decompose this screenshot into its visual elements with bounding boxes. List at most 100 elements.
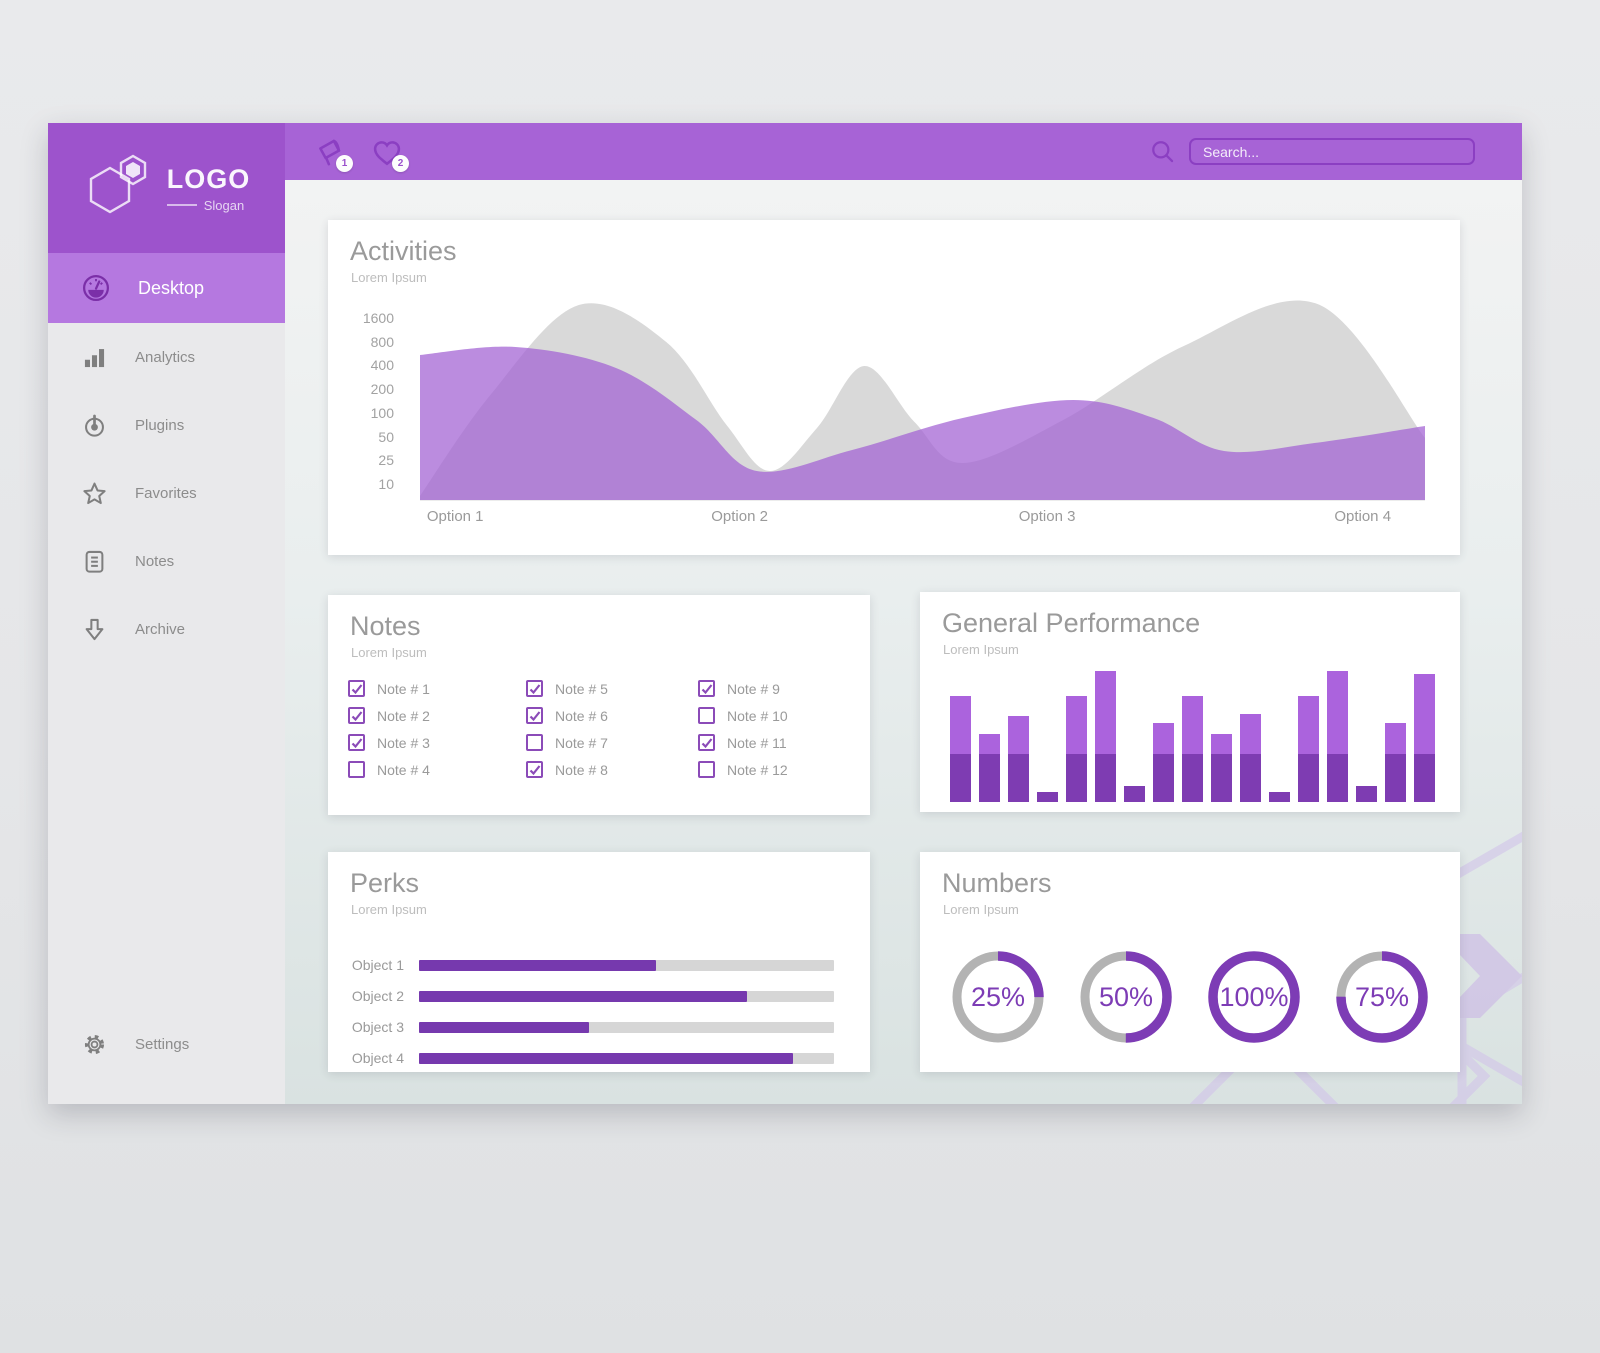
document-icon [81,548,108,575]
sidebar-item-label: Plugins [135,416,185,434]
note-label: Note # 8 [555,761,608,778]
numbers-title: Numbers [942,868,1052,898]
sidebar-item-settings[interactable]: Settings [48,1010,285,1078]
perk-progress-track [419,990,834,1002]
sidebar-item-favorites[interactable]: Favorites [48,459,285,527]
perk-progress-fill [419,990,747,1002]
performance-bar [1211,734,1232,802]
sidebar-item-label: Settings [135,1035,190,1053]
performance-bar [1037,792,1058,802]
note-checkbox-checked[interactable] [348,734,365,751]
performance-bar [1008,716,1029,802]
y-tick-label: 50 [378,428,394,445]
performance-bar [1356,786,1377,802]
donut-percentage-label: 75% [1354,981,1410,1012]
note-checkbox-checked[interactable] [348,680,365,697]
note-checkbox-checked[interactable] [526,707,543,724]
search-input[interactable] [1189,138,1475,165]
heart-notification-button[interactable]: 2 [370,135,409,172]
perk-progress-track [419,959,834,971]
performance-bar [1182,696,1203,802]
search-area [1149,138,1475,165]
general-performance-card: General Performance Lorem Ipsum [920,592,1460,812]
perks-title: Perks [350,868,420,898]
sidebar-footer: Settings [48,1010,285,1078]
note-item: Note # 10 [698,707,870,724]
donut-percentage-label: 25% [970,981,1026,1012]
performance-bar [1414,674,1435,802]
performance-bar [1385,723,1406,802]
y-tick-label: 25 [378,452,394,469]
perks-card: Perks Lorem Ipsum Object 1 Object 2 Object… [328,852,870,1072]
donut-gauge: 50% [1076,947,1176,1047]
performance-bar [1095,671,1116,802]
note-checkbox-checked[interactable] [698,734,715,751]
note-label: Note # 5 [555,680,608,697]
performance-bar [1066,696,1087,802]
note-checkbox-checked[interactable] [526,680,543,697]
sidebar-item-notes[interactable]: Notes [48,527,285,595]
note-checkbox-unchecked[interactable] [698,707,715,724]
note-checkbox-unchecked[interactable] [526,734,543,751]
foreground-series [420,346,1425,500]
note-label: Note # 10 [727,707,788,724]
search-icon[interactable] [1149,138,1176,165]
perk-row: Object 4 [342,1050,834,1066]
top-bar: 1 2 [285,123,1522,180]
note-checkbox-checked[interactable] [526,761,543,778]
note-label: Note # 7 [555,734,608,751]
perk-row: Object 3 [342,1019,834,1035]
notes-subtitle: Lorem Ipsum [351,645,427,660]
donut-percentage-label: 50% [1098,981,1154,1012]
logo-title: LOGO [166,163,251,194]
x-tick-label: Option 4 [1334,508,1392,525]
power-icon [81,412,108,439]
note-label: Note # 4 [377,761,430,778]
note-item: Note # 3 [348,734,526,751]
note-checkbox-unchecked[interactable] [348,761,365,778]
megaphone-notification-button[interactable]: 1 [314,135,353,172]
note-item: Note # 8 [526,761,698,778]
megaphone-icon [314,135,348,169]
activities-title: Activities [350,236,457,266]
sidebar-item-analytics[interactable]: Analytics [48,323,285,391]
sidebar-item-label: Notes [135,552,175,570]
note-item: Note # 5 [526,680,698,697]
donut-gauge: 100% [1204,947,1304,1047]
activities-axis-line [420,500,1425,501]
activities-y-axis: 1600 800 400 200 100 50 25 10 [352,310,394,492]
arrow-down-icon [81,616,108,643]
y-tick-label: 100 [370,404,394,421]
numbers-donut-row: 25% 50% 100% 75% [920,947,1460,1047]
logo[interactable]: LOGO Slogan [48,123,285,253]
sidebar-item-label: Archive [135,620,186,638]
note-label: Note # 12 [727,761,788,778]
performance-bar [979,734,1000,802]
note-checkbox-checked[interactable] [348,707,365,724]
activities-card: Activities Lorem Ipsum 1600 800 400 200 100 5… [328,220,1460,555]
note-label: Note # 2 [377,707,430,724]
bar-chart-icon [81,344,108,371]
sidebar-item-desktop[interactable]: Desktop [48,253,285,323]
header-notification-icons: 1 2 [314,135,409,172]
perk-label: Object 3 [351,1019,404,1035]
x-tick-label: Option 1 [426,508,484,525]
donut-percentage-label: 100% [1219,981,1289,1012]
notes-title: Notes [350,611,421,641]
activities-x-axis: Option 1 Option 2 Option 3 Option 4 [420,508,1425,528]
perk-progress-track [419,1052,834,1064]
note-checkbox-checked[interactable] [698,680,715,697]
sidebar-item-plugins[interactable]: Plugins [48,391,285,459]
note-checkbox-unchecked[interactable] [698,761,715,778]
y-tick-label: 1600 [362,310,394,326]
sidebar-item-archive[interactable]: Archive [48,595,285,663]
general-performance-subtitle: Lorem Ipsum [943,642,1019,657]
megaphone-badge: 1 [336,154,353,172]
performance-bar [1327,671,1348,802]
perk-label: Object 4 [351,1050,404,1066]
sidebar: LOGO Slogan Desktop Analytics Plugins Favor… [48,123,285,1104]
note-label: Note # 6 [555,707,608,724]
note-item: Note # 9 [698,680,870,697]
y-tick-label: 10 [378,475,394,492]
perk-label: Object 2 [351,988,404,1004]
